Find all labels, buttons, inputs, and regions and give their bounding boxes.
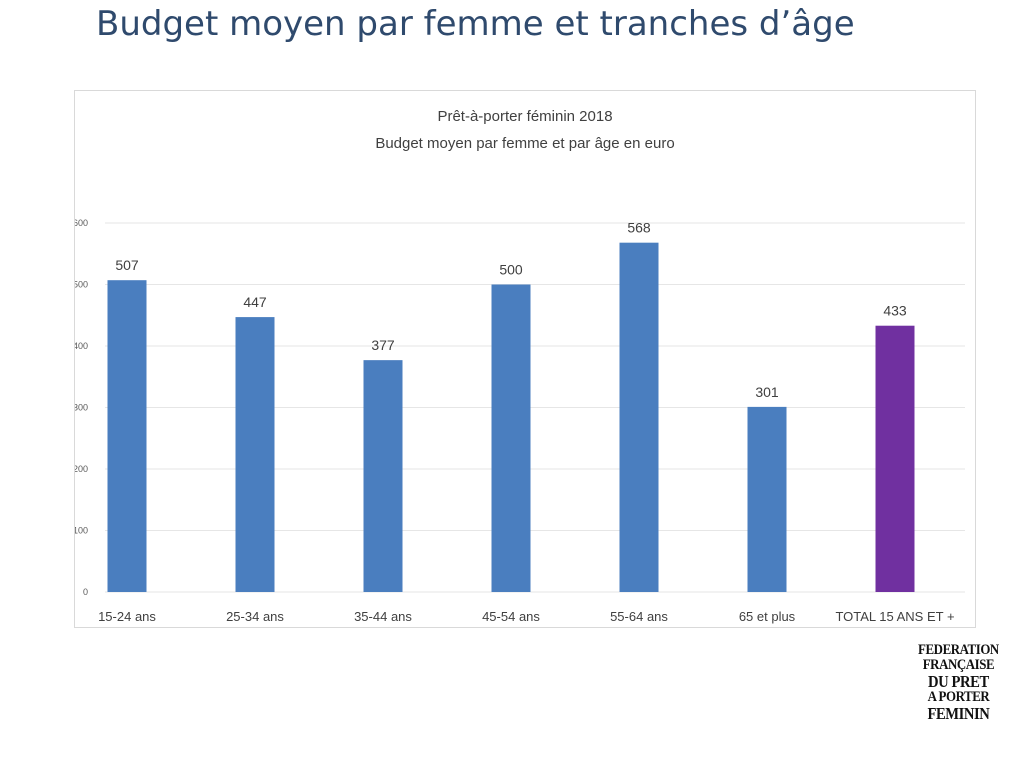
y-tick-label: 200	[75, 464, 88, 474]
x-tick-label: 15-24 ans	[98, 609, 156, 624]
chart-frame: Prêt-à-porter féminin 2018 Budget moyen …	[74, 90, 976, 628]
chart-subtitle: Budget moyen par femme et par âge en eur…	[375, 135, 674, 152]
y-tick-label: 500	[75, 280, 88, 290]
bar-4	[491, 284, 531, 592]
slide-title: Budget moyen par femme et tranches d’âge	[96, 4, 855, 44]
logo-line-2: FRANÇAISE	[922, 657, 995, 673]
data-labels: 507 447 377 500 568 301 433	[115, 220, 907, 400]
x-tick-label: 55-64 ans	[610, 609, 668, 624]
y-tick-label: 100	[75, 526, 88, 536]
y-tick-label: 400	[75, 341, 88, 351]
gridlines	[105, 222, 965, 593]
data-label: 568	[627, 220, 651, 236]
bar-5	[619, 242, 659, 592]
federation-logo: FEDERATION FRANÇAISE DU PRET A PORTER FE…	[912, 642, 1005, 723]
data-label: 377	[371, 337, 395, 353]
bar-3	[363, 360, 403, 592]
x-tick-label: 65 et plus	[739, 609, 796, 624]
y-tick-label: 300	[75, 403, 88, 413]
logo-line-5: FEMININ	[927, 704, 990, 723]
logo-line-4: A PORTER	[927, 689, 990, 705]
logo-line-1: FEDERATION	[918, 642, 999, 658]
data-label: 507	[115, 257, 139, 273]
bar-chart: Prêt-à-porter féminin 2018 Budget moyen …	[75, 108, 965, 624]
data-label: 500	[499, 262, 523, 278]
data-label: 447	[243, 294, 267, 310]
y-tick-label: 0	[83, 587, 88, 597]
x-tick-label: TOTAL 15 ANS ET +	[835, 609, 954, 624]
logo-line-3: DU PRET	[928, 672, 989, 691]
data-label: 433	[883, 303, 907, 319]
bars	[107, 242, 915, 592]
y-tick-label: 600	[75, 218, 88, 228]
data-label: 301	[755, 384, 779, 400]
chart-title: Prêt-à-porter féminin 2018	[437, 108, 612, 125]
x-tick-label: 45-54 ans	[482, 609, 540, 624]
bar-7	[875, 325, 915, 592]
bar-2	[235, 317, 275, 592]
bar-6	[747, 406, 787, 592]
bar-1	[107, 280, 147, 592]
x-tick-label: 35-44 ans	[354, 609, 412, 624]
x-tick-label: 25-34 ans	[226, 609, 284, 624]
x-axis-ticks: 15-24 ans 25-34 ans 35-44 ans 45-54 ans 55-6…	[98, 609, 954, 624]
y-axis-ticks: 0 100 200 300 400 500 600	[75, 218, 88, 597]
